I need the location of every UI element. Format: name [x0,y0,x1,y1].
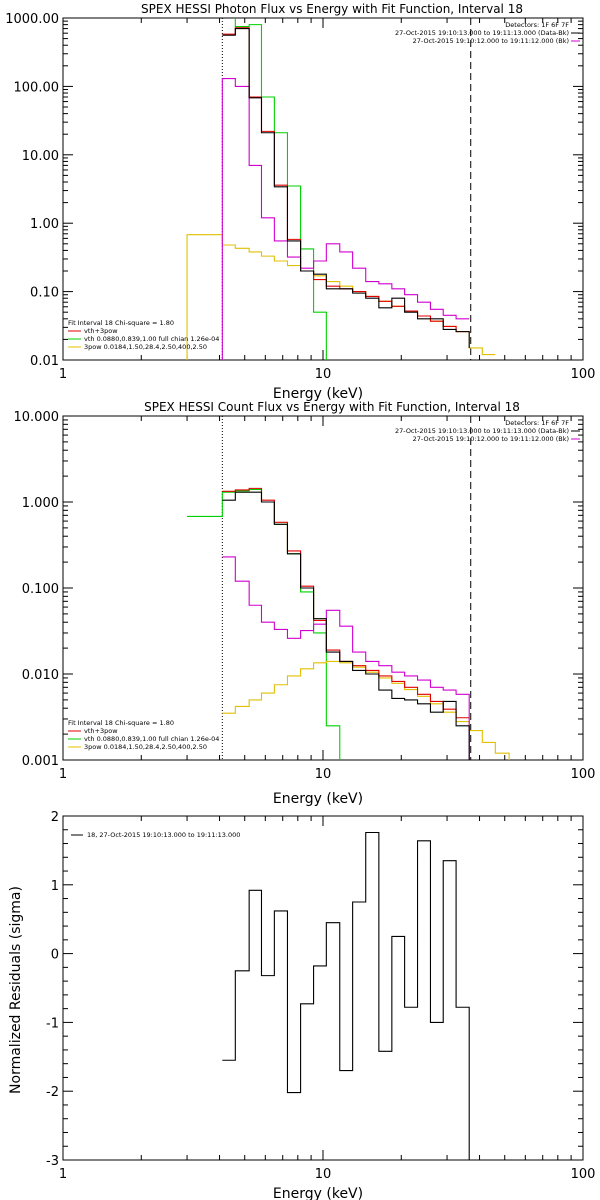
photon-flux-x-tick-label: 100 [571,367,596,382]
residuals-y-tick-label: 0 [51,948,59,963]
residuals-frame [62,815,584,1161]
photon-flux-legend-text: vth+3pow [84,327,118,335]
photon-flux-y-tick-label: 100.00 [14,80,60,95]
count-flux-info-text: 27-Oct-2015 19:10:12.000 to 19:11:12.000… [413,435,569,443]
photon-flux-title: SPEX HESSI Photon Flux vs Energy with Fi… [141,2,523,16]
count-flux-info-text: Detectors: 1F 6F 7F [505,419,569,427]
count-flux-y-tick-label: 0.100 [22,582,59,597]
count-flux-series-group [187,487,510,760]
count-flux-frame [62,415,584,761]
photon-flux-series-group [186,18,496,360]
count-flux-series-1-line [222,660,510,760]
photon-flux-info-text: Detectors: 1F 6F 7F [505,21,569,29]
photon-flux-x-tick-label: 1 [59,367,67,382]
count-flux-y-tick-label: 0.001 [22,754,59,769]
count-flux-info-text: 27-Oct-2015 19:10:13.000 to 19:11:13.000… [395,427,569,435]
count-flux-title: SPEX HESSI Count Flux vs Energy with Fit… [144,400,520,414]
photon-flux-x-tick-label: 10 [315,367,332,382]
count-flux-series-4-line [222,491,470,760]
residuals-y-axis-label: Normalized Residuals (sigma) [8,886,24,1094]
count-flux-y-tick-label: 1.000 [22,496,59,511]
photon-flux-series-0-line [234,18,327,360]
photon-flux-y-tick-label: 0.10 [30,286,59,301]
residuals-x-tick-label: 10 [315,1167,332,1182]
photon-flux-series-4-line [222,28,470,348]
count-flux-series-2-line [222,556,470,760]
photon-flux-legend-text: vth 0.0880,0.839,1.00 full chian 1.26e-0… [84,335,219,343]
residuals-y-tick-label: 1 [51,879,59,894]
photon-flux-legend-text: 3pow 0.0184,1.50,28.4,2.50,400,2.50 [84,343,207,351]
count-flux-x-tick-label: 10 [315,767,332,782]
photon-flux-y-tick-label: 1000.00 [5,12,59,27]
photon-flux-frame [62,17,584,361]
residuals-series-group [222,831,470,1160]
photon-flux-x-axis-label: Energy (keV) [273,386,363,402]
residuals-y-tick-label: -1 [46,1016,59,1031]
residuals-y-tick-label: -2 [46,1085,59,1100]
count-flux-legend-text: vth 0.0880,0.839,1.00 full chian 1.26e-0… [84,735,219,743]
photon-flux-plot: 1 10 100 1000.00 100.00 10.00 1.00 0.10 0.01 Dete… [5,12,596,382]
photon-flux-info-text: 27-Oct-2015 19:10:13.000 to 19:11:13.000… [395,29,569,37]
count-flux-plot: 1 10 100 10.000 1.000 0.100 0.010 0.001 Detector… [14,410,596,782]
photon-flux-series-2-line [221,78,470,360]
photon-flux-y-tick-label: 1.00 [30,217,59,232]
residuals-x-tick-label: 1 [59,1167,67,1182]
photon-flux-info-text: 27-Oct-2015 19:10:12.000 to 19:11:12.000… [413,37,569,45]
residuals-legend-text: 18, 27-Oct-2015 19:10:13.000 to 19:11:13… [87,831,240,839]
count-flux-series-3-line [222,487,470,719]
count-flux-y-tick-label: 10.000 [14,410,60,425]
count-flux-legend-text: Fit Interval 18 Chi-square = 1.80 [68,719,174,727]
count-flux-legend-text: 3pow 0.0184,1.50,28.4,2.50,400,2.50 [84,743,207,751]
count-flux-y-tick-label: 0.010 [22,668,59,683]
residuals-x-tick-label: 100 [571,1167,596,1182]
count-flux-x-tick-label: 1 [59,767,67,782]
photon-flux-legend-text: Fit Interval 18 Chi-square = 1.80 [68,319,174,327]
photon-flux-y-tick-label: 0.01 [30,354,59,369]
residuals-y-tick-label: 2 [51,810,59,825]
count-flux-x-axis-label: Energy (keV) [273,791,363,807]
residuals-y-tick-label: -3 [46,1154,59,1169]
residuals-series-0-line [222,831,470,1160]
count-flux-series-0-line [187,488,341,760]
count-flux-x-tick-label: 100 [571,767,596,782]
residuals-x-axis-label: Energy (keV) [273,1186,363,1200]
count-flux-legend-text: vth+3pow [84,727,118,735]
photon-flux-y-tick-label: 10.00 [22,149,59,164]
